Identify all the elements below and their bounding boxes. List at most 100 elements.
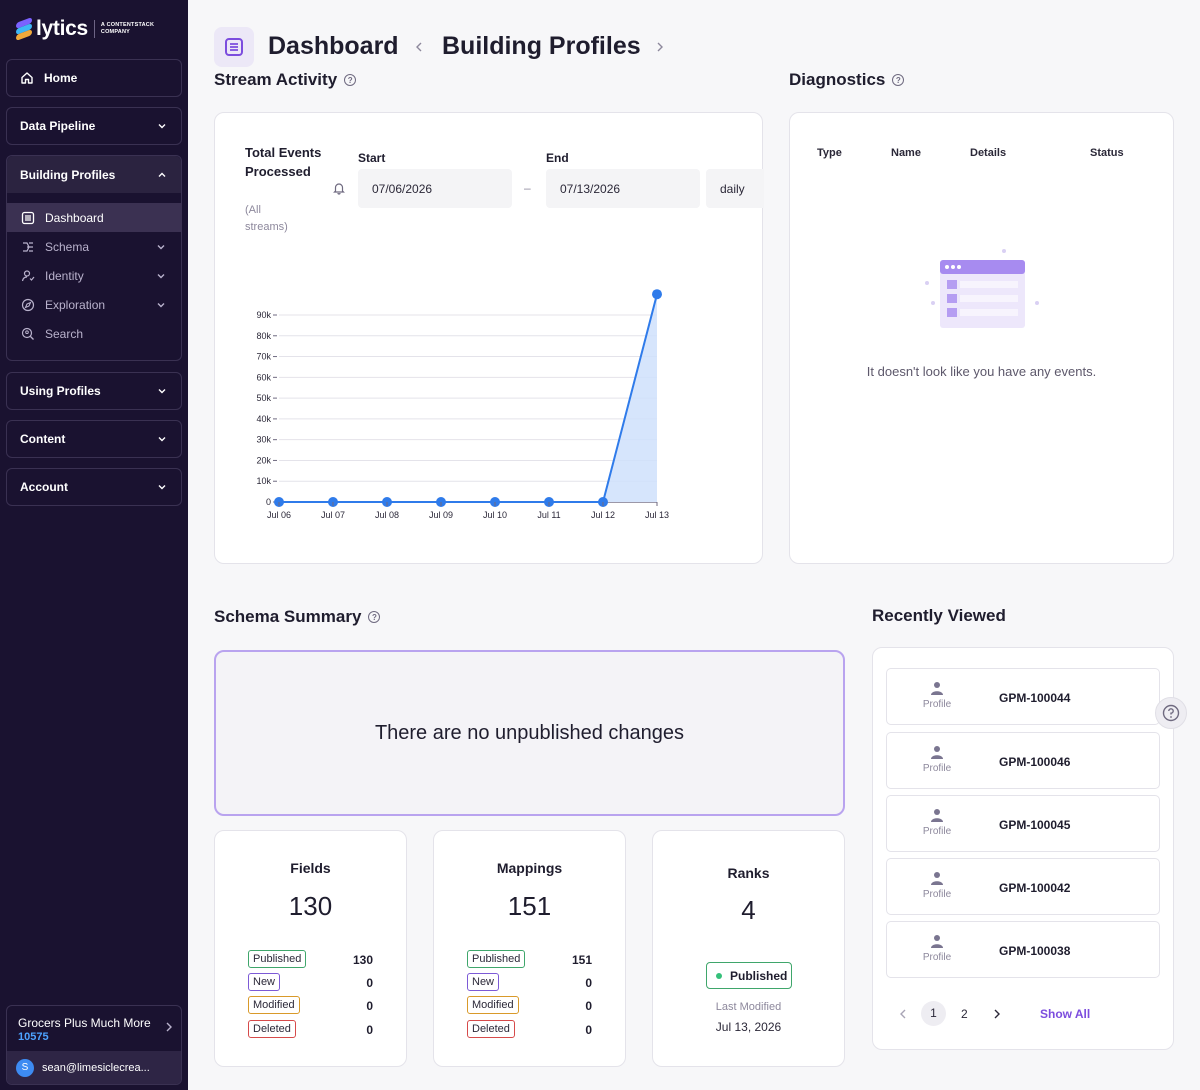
show-all-link[interactable]: Show All: [1040, 1007, 1091, 1021]
recently-viewed-card: Profile GPM-100044 Profile GPM-100046 Pr…: [872, 647, 1174, 1050]
status-badge-modified: Modified: [248, 996, 300, 1014]
stream-activity-card: Total Events Processed (All streams) Sta…: [214, 112, 764, 564]
unpublished-changes-banner: There are no unpublished changes: [214, 650, 845, 816]
nav-building-profiles-header[interactable]: Building Profiles: [7, 156, 181, 193]
recent-item-id: GPM-100038: [999, 944, 1071, 958]
help-icon[interactable]: ?: [344, 74, 357, 86]
mappings-title: Mappings: [496, 860, 563, 876]
recent-item[interactable]: Profile GPM-100042: [886, 858, 1160, 915]
home-icon: [21, 72, 33, 84]
recent-item[interactable]: Profile GPM-100046: [886, 732, 1160, 789]
status-badge-published: Published: [248, 950, 307, 968]
data-point: [652, 289, 662, 300]
fields-card: Fields 130 Published 130 New 0 Modified …: [214, 830, 407, 1067]
nav-using-profiles[interactable]: Using Profiles: [6, 372, 182, 410]
fields-deleted-count: 0: [366, 1023, 373, 1037]
page-2-button[interactable]: 2: [961, 1007, 968, 1021]
org-name: Grocers Plus Much More: [18, 1016, 151, 1030]
y-tick-label: 80k: [256, 331, 271, 341]
mappings-total: 151: [507, 891, 552, 921]
mappings-published-count: 151: [571, 953, 592, 967]
nav-data-pipeline[interactable]: Data Pipeline: [6, 107, 182, 145]
chevron-left-icon: [416, 42, 422, 52]
avatar: S: [16, 1058, 34, 1077]
diag-col-status: Status: [1090, 147, 1124, 159]
start-date-input[interactable]: 07/06/2026: [358, 169, 512, 208]
fields-published-count: 130: [352, 953, 373, 967]
sidebar-item-identity[interactable]: Identity: [7, 261, 181, 290]
fields-total: 130: [288, 891, 333, 921]
prev-page-icon[interactable]: [898, 1008, 908, 1020]
recent-item[interactable]: Profile GPM-100044: [886, 668, 1160, 725]
person-icon: [931, 935, 943, 948]
help-button[interactable]: [1155, 697, 1187, 729]
breadcrumb-building-profiles[interactable]: Building Profiles: [442, 32, 641, 60]
dashboard-page-icon: [214, 27, 254, 67]
x-tick-label: Jul 13: [645, 510, 669, 520]
person-icon: [931, 682, 943, 695]
x-tick-label: Jul 09: [429, 510, 453, 520]
end-date-input[interactable]: 07/13/2026: [546, 169, 700, 208]
nav-building-profiles-label: Building Profiles: [20, 167, 116, 182]
chevron-right-icon: [166, 1022, 172, 1032]
bell-icon[interactable]: [332, 181, 346, 195]
lytics-logo-icon: [16, 17, 32, 41]
sidebar-item-dashboard[interactable]: Dashboard: [6, 203, 182, 232]
metric-subtitle: (All streams): [245, 204, 288, 233]
ranks-total: 4: [741, 895, 756, 925]
y-tick-label: 30k: [256, 435, 271, 445]
fields-new-count: 0: [366, 976, 373, 990]
stream-activity-chart: 0 10k 20k 30k 40k 50k 60k 70k 80k 90k Jul 06 Jul 07…: [256, 289, 669, 520]
breadcrumb-dashboard[interactable]: Dashboard: [268, 32, 399, 60]
end-label: End: [546, 151, 569, 165]
x-tick-label: Jul 07: [321, 510, 345, 520]
status-badge-new: New: [467, 973, 500, 991]
sidebar-item-schema[interactable]: Schema: [7, 232, 181, 261]
recent-item[interactable]: Profile GPM-100045: [886, 795, 1160, 852]
person-icon: [931, 809, 943, 822]
fields-modified-count: 0: [366, 999, 373, 1013]
help-icon[interactable]: ?: [368, 611, 381, 623]
sidebar-item-search[interactable]: Search: [7, 319, 181, 348]
diagnostics-title: Diagnostics ?: [789, 70, 905, 90]
nav-content[interactable]: Content: [6, 420, 182, 458]
chevron-right-icon: [657, 42, 663, 52]
stream-activity-title: Stream Activity ?: [214, 70, 357, 90]
metric-title: Total Events Processed: [245, 145, 322, 179]
series-line: [279, 293, 658, 503]
series-area: [279, 294, 657, 502]
status-badge-published: Published: [467, 950, 526, 968]
recent-item-id: GPM-100044: [999, 691, 1071, 705]
y-tick-label: 50k: [256, 393, 271, 403]
diag-col-name: Name: [891, 147, 921, 159]
status-badge-deleted: Deleted: [467, 1020, 515, 1038]
help-circle-icon: [1162, 704, 1180, 722]
y-tick-label: 20k: [256, 455, 271, 465]
nav-home[interactable]: Home: [6, 59, 182, 97]
chevron-up-icon: [158, 172, 166, 177]
help-icon[interactable]: ?: [892, 74, 905, 86]
nav-account[interactable]: Account: [6, 468, 182, 506]
lytics-logo[interactable]: lytics A CONTENTSTACK COMPANY: [16, 17, 154, 41]
compass-icon: [21, 298, 35, 311]
y-tick-label: 10k: [256, 476, 271, 486]
y-tick-label: 90k: [256, 310, 271, 320]
x-tick-label: Jul 06: [267, 510, 291, 520]
y-tick-label: 40k: [256, 414, 271, 424]
ranks-title: Ranks: [727, 865, 770, 881]
chevron-down-icon: [157, 302, 165, 307]
user-menu[interactable]: S sean@limesiclecrea...: [7, 1051, 181, 1084]
org-id: 10575: [18, 1031, 49, 1043]
org-switcher[interactable]: Grocers Plus Much More 10575 S sean@lime…: [6, 1005, 182, 1085]
sidebar-item-exploration[interactable]: Exploration: [7, 290, 181, 319]
diagnostics-card: Type Name Details Status It doesn't look…: [789, 112, 1174, 564]
interval-select[interactable]: daily: [706, 169, 764, 208]
recent-item[interactable]: Profile GPM-100038: [886, 921, 1160, 978]
brand-name: lytics: [36, 17, 88, 40]
status-badge-modified: Modified: [467, 996, 519, 1014]
user-email: sean@limesiclecrea...: [42, 1061, 150, 1074]
status-badge-deleted: Deleted: [248, 1020, 296, 1038]
brand-tagline: A CONTENTSTACK COMPANY: [100, 22, 155, 35]
page-1-button[interactable]: 1: [921, 1001, 946, 1026]
next-page-icon[interactable]: [992, 1008, 1002, 1020]
